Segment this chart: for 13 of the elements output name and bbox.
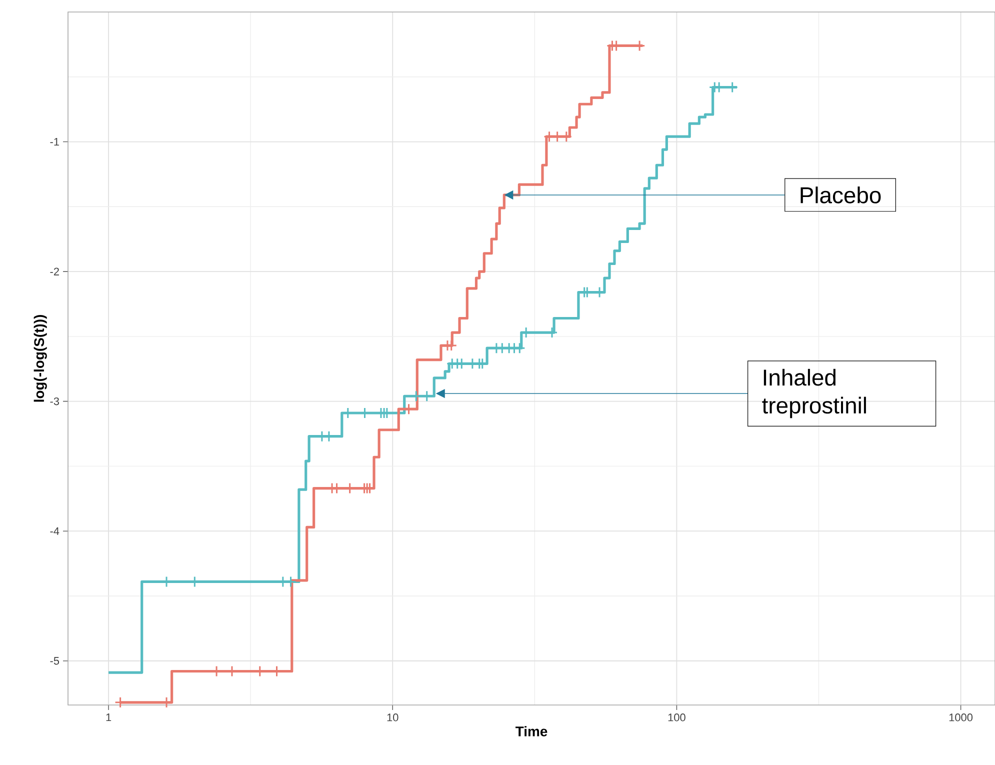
y-tick-label: -2 bbox=[50, 268, 59, 276]
annotation: Placebo bbox=[800, 186, 881, 204]
y-tick-label: -3 bbox=[50, 397, 60, 406]
y-tick-label: -5 bbox=[50, 657, 60, 665]
x-axis-title: Time bbox=[516, 726, 548, 736]
x-tick-label: 1000 bbox=[949, 714, 973, 722]
x-tick-label: 10 bbox=[387, 714, 398, 722]
y-axis-title: log(-log(S(t))) bbox=[34, 315, 47, 402]
x-tick-label: 100 bbox=[668, 714, 686, 722]
y-tick-label: -4 bbox=[50, 527, 60, 535]
x-tick-label: 1 bbox=[106, 714, 112, 722]
annotation: Inhaled treprostinil bbox=[762, 368, 866, 418]
y-tick-label: -1 bbox=[50, 138, 59, 146]
